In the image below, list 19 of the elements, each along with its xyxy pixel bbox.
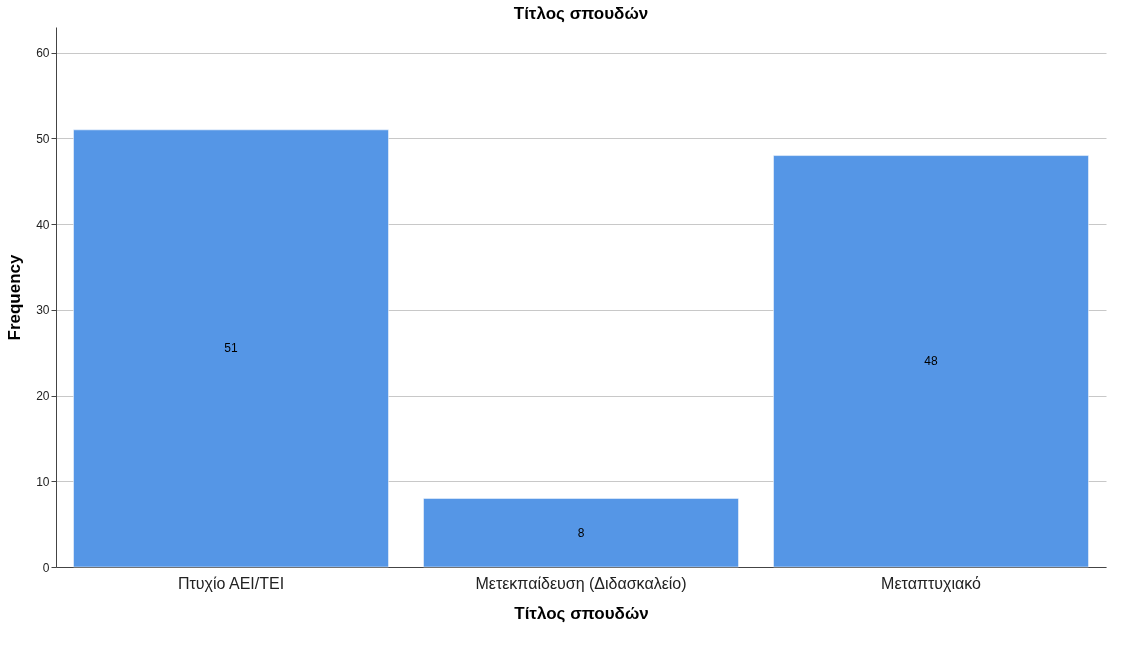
bar (73, 129, 389, 568)
y-tick-label: 20 (36, 389, 50, 404)
data-label: 8 (577, 525, 585, 540)
y-tick-label: 40 (36, 217, 50, 232)
y-tick-label: 0 (42, 560, 50, 575)
data-label: 51 (224, 341, 238, 356)
x-axis-title: Τίτλος σπουδών (514, 603, 649, 623)
x-tick-label: Πτυχίο ΑΕΙ/ΤΕΙ (177, 574, 285, 592)
bar (423, 498, 739, 568)
y-tick-label: 50 (36, 131, 50, 146)
y-tick-label: 10 (36, 474, 50, 489)
y-tick-label: 60 (36, 46, 50, 61)
y-axis-title: Frequency (5, 253, 25, 341)
chart-title: Τίτλος σπουδών (513, 4, 649, 23)
x-tick-label: Μεταπτυχιακό (881, 574, 982, 592)
data-label: 48 (924, 354, 938, 369)
y-tick-label: 30 (36, 303, 50, 318)
x-tick-label: Μετεκπαίδευση (Διδασκαλείο) (475, 574, 687, 592)
bar (773, 155, 1089, 568)
